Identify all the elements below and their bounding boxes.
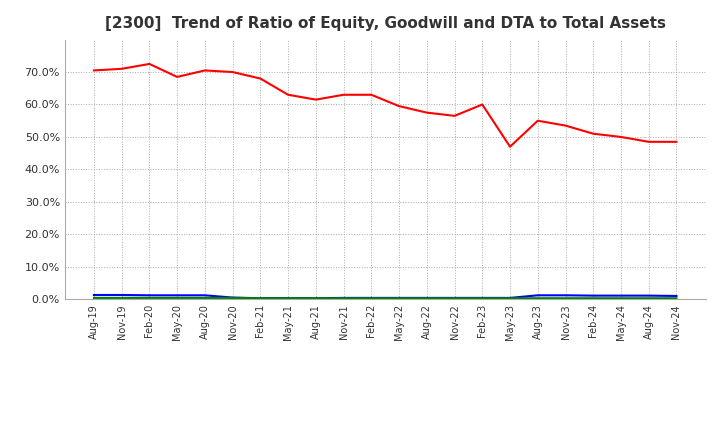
Equity xyxy=(450,113,459,118)
Deferred Tax Assets xyxy=(672,296,681,301)
Equity xyxy=(534,118,542,123)
Equity xyxy=(201,68,210,73)
Deferred Tax Assets xyxy=(534,296,542,301)
Deferred Tax Assets xyxy=(450,296,459,301)
Equity xyxy=(589,131,598,136)
Goodwill xyxy=(644,293,653,298)
Equity xyxy=(616,134,625,139)
Equity xyxy=(672,139,681,144)
Deferred Tax Assets xyxy=(505,296,514,301)
Line: Equity: Equity xyxy=(94,64,677,147)
Goodwill xyxy=(450,295,459,301)
Deferred Tax Assets xyxy=(173,295,181,301)
Goodwill xyxy=(89,292,98,297)
Deferred Tax Assets xyxy=(339,296,348,301)
Deferred Tax Assets xyxy=(589,296,598,301)
Equity xyxy=(367,92,376,97)
Deferred Tax Assets xyxy=(284,296,292,301)
Deferred Tax Assets xyxy=(201,295,210,301)
Goodwill xyxy=(616,293,625,298)
Equity xyxy=(423,110,431,115)
Goodwill xyxy=(478,295,487,301)
Equity xyxy=(505,144,514,149)
Equity xyxy=(256,76,265,81)
Goodwill xyxy=(228,295,237,300)
Equity xyxy=(561,123,570,128)
Goodwill xyxy=(367,295,376,301)
Deferred Tax Assets xyxy=(89,295,98,301)
Deferred Tax Assets xyxy=(561,296,570,301)
Equity xyxy=(644,139,653,144)
Equity xyxy=(117,66,126,71)
Goodwill xyxy=(534,293,542,298)
Goodwill xyxy=(173,293,181,298)
Goodwill xyxy=(395,295,403,301)
Deferred Tax Assets xyxy=(256,296,265,301)
Deferred Tax Assets xyxy=(367,296,376,301)
Goodwill xyxy=(561,293,570,298)
Equity xyxy=(145,61,154,66)
Goodwill xyxy=(339,295,348,301)
Deferred Tax Assets xyxy=(478,296,487,301)
Goodwill xyxy=(145,293,154,298)
Goodwill xyxy=(284,296,292,301)
Deferred Tax Assets xyxy=(644,296,653,301)
Goodwill xyxy=(505,295,514,301)
Goodwill xyxy=(117,292,126,297)
Deferred Tax Assets xyxy=(423,296,431,301)
Equity xyxy=(89,68,98,73)
Deferred Tax Assets xyxy=(228,295,237,301)
Equity xyxy=(339,92,348,97)
Equity xyxy=(173,74,181,80)
Equity xyxy=(312,97,320,102)
Equity xyxy=(228,70,237,75)
Goodwill xyxy=(256,296,265,301)
Deferred Tax Assets xyxy=(117,295,126,301)
Line: Goodwill: Goodwill xyxy=(94,295,677,298)
Deferred Tax Assets xyxy=(395,296,403,301)
Equity xyxy=(478,102,487,107)
Equity xyxy=(395,103,403,109)
Goodwill xyxy=(589,293,598,298)
Goodwill xyxy=(423,295,431,301)
Goodwill xyxy=(312,296,320,301)
Goodwill xyxy=(201,293,210,298)
Goodwill xyxy=(672,293,681,299)
Deferred Tax Assets xyxy=(312,296,320,301)
Deferred Tax Assets xyxy=(145,295,154,301)
Title: [2300]  Trend of Ratio of Equity, Goodwill and DTA to Total Assets: [2300] Trend of Ratio of Equity, Goodwil… xyxy=(104,16,666,32)
Deferred Tax Assets xyxy=(616,296,625,301)
Equity xyxy=(284,92,292,97)
